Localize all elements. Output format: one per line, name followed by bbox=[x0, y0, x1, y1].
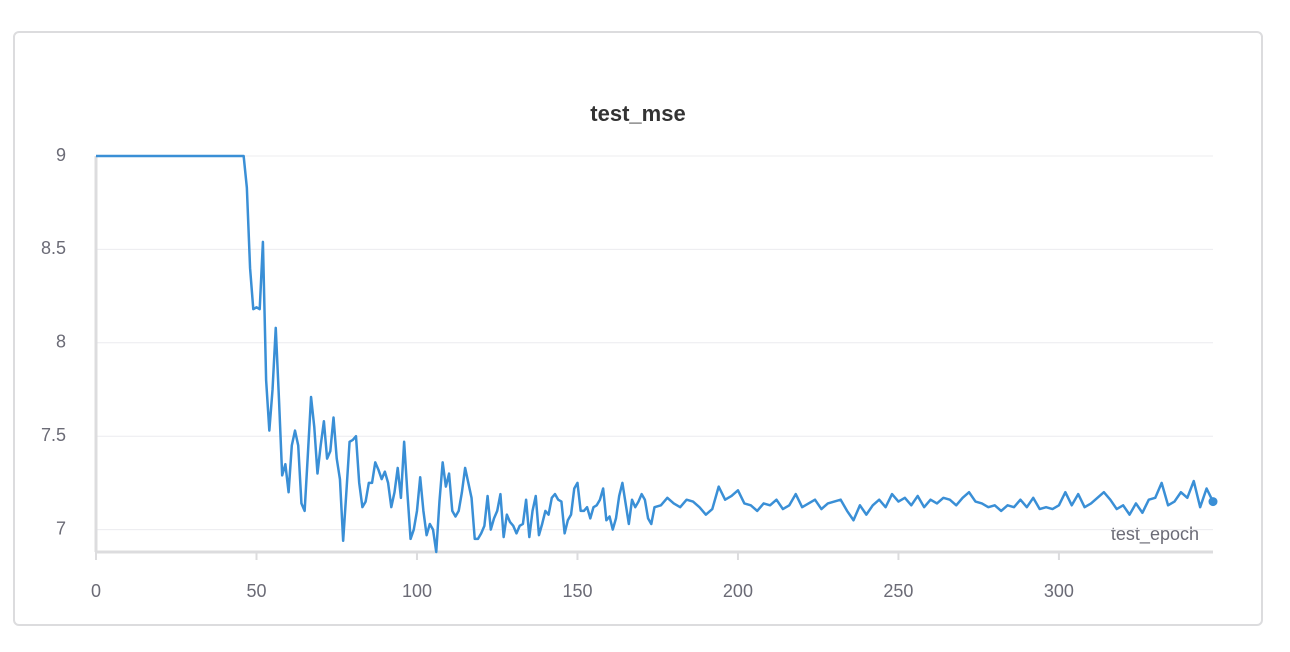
x-tick-label: 300 bbox=[1044, 581, 1074, 601]
y-tick-label: 8.5 bbox=[41, 238, 66, 258]
y-tick-label: 8 bbox=[56, 332, 66, 352]
x-tick-label: 50 bbox=[246, 581, 266, 601]
y-tick-label: 9 bbox=[56, 145, 66, 165]
y-tick-label: 7 bbox=[56, 518, 66, 538]
x-axis-label: test_epoch bbox=[1111, 524, 1199, 545]
x-tick-label: 100 bbox=[402, 581, 432, 601]
x-tick-label: 250 bbox=[883, 581, 913, 601]
x-tick-label: 0 bbox=[91, 581, 101, 601]
series-line bbox=[96, 154, 1215, 554]
chart-title: test_mse bbox=[590, 101, 685, 126]
x-tick-label: 200 bbox=[723, 581, 753, 601]
x-tick-label: 150 bbox=[562, 581, 592, 601]
end-point bbox=[1208, 497, 1218, 507]
y-tick-label: 7.5 bbox=[41, 425, 66, 445]
panel-card bbox=[13, 31, 1263, 626]
